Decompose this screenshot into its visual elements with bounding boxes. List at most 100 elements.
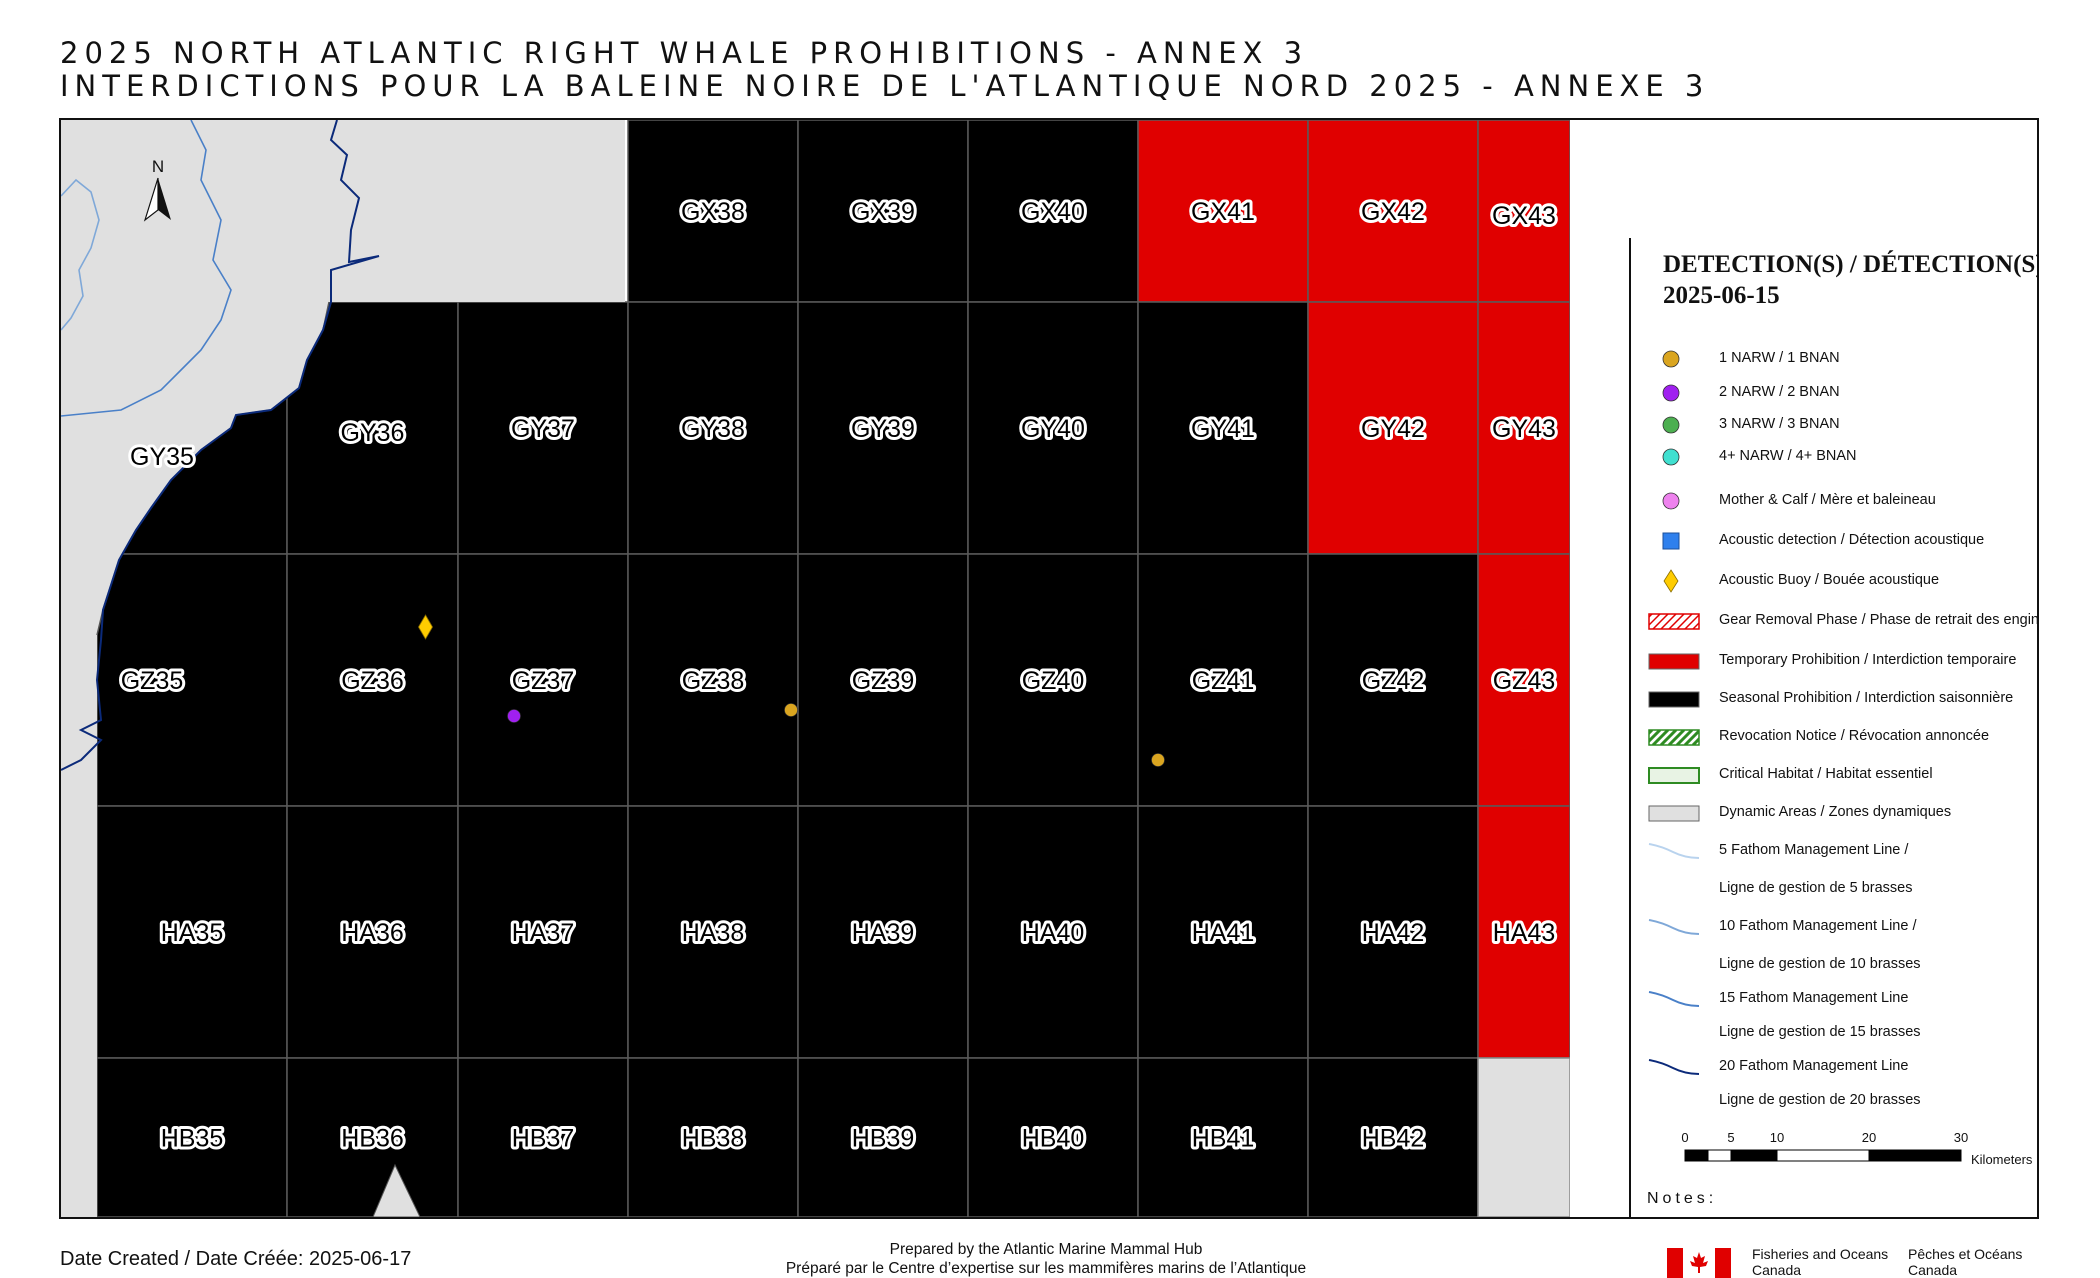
grid-label-gz35: GZ35 [121,667,184,695]
grid-cell-gx40[interactable] [967,120,1139,303]
detection-marker[interactable] [784,703,798,717]
grid-label-hb40: HB40 [1022,1125,1085,1153]
legend-item: 3 NARW / 3 BNAN [1631,412,2037,438]
legend-symbol-square [1662,532,1680,550]
grid-cell-gx42[interactable] [1307,120,1479,303]
grid-cell-ha40[interactable] [967,805,1139,1059]
grid-cell-gz43[interactable] [1477,553,1570,807]
grid-cell-hb35[interactable] [96,1057,288,1217]
legend-item-label: 10 Fathom Management Line / [1719,918,1917,934]
legend-item: Acoustic Buoy / Bouée acoustique [1631,568,2037,594]
legend-item-label: Ligne de gestion de 20 brasses [1719,1092,1921,1108]
grid-cell-gz35[interactable] [96,553,288,807]
scale-segment [1684,1149,1709,1162]
fathom-line-5 [61,178,100,331]
legend-symbol-circle [1662,492,1680,510]
grid-cell-gy39[interactable] [797,301,969,555]
grid-cell-hb42[interactable] [1307,1057,1479,1217]
grid-label-gy41: GY41 [1191,415,1255,443]
grid-label-gy39: GY39 [851,415,915,443]
coastline-layer [61,120,625,1217]
grid-cell-gz38[interactable] [627,553,799,807]
grid-cell-gy38[interactable] [627,301,799,555]
legend-item-label: Acoustic Buoy / Bouée acoustique [1719,572,1940,588]
detection-marker[interactable] [507,709,521,723]
grid-cell-hb43[interactable] [1477,1057,1570,1217]
legend-symbol-none [1647,1088,1707,1114]
grid-cell-gx38[interactable] [627,120,799,303]
scale-segment [1707,1149,1732,1162]
legend-item-label: Ligne de gestion de 5 brasses [1719,880,1913,896]
grid-cell-gy41[interactable] [1137,301,1309,555]
legend-item-label: Revocation Notice / Révocation annoncée [1719,728,1990,744]
grid-cell-gx39[interactable] [797,120,969,303]
legend-item: Ligne de gestion de 10 brasses [1631,952,2037,978]
grid-label-gz40: GZ40 [1022,667,1085,695]
legend-item-label: Dynamic Areas / Zones dynamiques [1719,804,1952,820]
legend-symbol-hatch-red [1648,613,1700,630]
grid-cell-hb41[interactable] [1137,1057,1309,1217]
grid-cell-gz39[interactable] [797,553,969,807]
grid-cell-gx41[interactable] [1137,120,1309,303]
legend-symbol-none [1647,876,1707,902]
legend-item-label: Mother & Calf / Mère et baleineau [1719,492,1936,508]
grid-cell-hb37[interactable] [457,1057,629,1217]
grid-label-hb36: HB36 [341,1125,404,1153]
grid-cell-ha38[interactable] [627,805,799,1059]
map-frame: GX38 GX39 GX40 GX41 GX42 GX43 GY35 GY36 GY37 GY38… [59,118,2039,1219]
grid-label-gx42: GX42 [1361,198,1425,226]
scale-tick-label: 30 [1954,1130,1968,1145]
grid-cell-hb38[interactable] [627,1057,799,1217]
canada-flag-icon [1667,1248,1731,1278]
grid-label-gz43: GZ43 [1493,667,1556,695]
grid-cell-ha37[interactable] [457,805,629,1059]
legend-item: 4+ NARW / 4+ BNAN [1631,444,2037,470]
grid-label-gz41: GZ41 [1192,667,1255,695]
prepared-by-french: Préparé par le Centre d’expertise sur le… [785,1260,1307,1277]
grid-label-hb39: HB39 [852,1125,915,1153]
legend-symbol-line [1648,843,1700,859]
grid-cell-gy37[interactable] [457,301,629,555]
grid-cell-gy43[interactable] [1477,301,1570,555]
legend-item: Gear Removal Phase / Phase de retrait de… [1631,608,2037,634]
acoustic-buoy-marker[interactable] [418,614,433,640]
grid-cell-gx43[interactable] [1477,120,1570,303]
date-created: Date Created / Date Créée: 2025-06-17 [60,1248,412,1270]
grid-cell-gy40[interactable] [967,301,1139,555]
detection-marker[interactable] [1151,753,1165,767]
scale-tick-label: 5 [1727,1130,1734,1145]
legend-symbol-fill [1648,691,1700,708]
grid-cell-ha35[interactable] [96,805,288,1059]
grid-cell-gz42[interactable] [1307,553,1479,807]
legend-item-label: 3 NARW / 3 BNAN [1719,416,1840,432]
land-area [61,120,625,1217]
grid-cell-hb39[interactable] [797,1057,969,1217]
grid-label-gx41: GX41 [1191,198,1255,226]
grid-label-gx38: GX38 [681,198,745,226]
legend-symbol-diamond [1663,569,1679,593]
legend-item: Mother & Calf / Mère et baleineau [1631,488,2037,514]
legend-item-label: 4+ NARW / 4+ BNAN [1719,448,1857,464]
grid-map[interactable]: GX38 GX39 GX40 GX41 GX42 GX43 GY35 GY36 GY37 GY38… [61,120,1570,1217]
grid-label-ha37: HA37 [512,919,575,947]
grid-label-hb38: HB38 [682,1125,745,1153]
map-title-french: INTERDICTIONS POUR LA BALEINE NOIRE DE L… [60,69,1710,103]
grid-cell-gy42[interactable] [1307,301,1479,555]
grid-label-gy37: GY37 [511,415,575,443]
fathom-line-20 [61,120,380,771]
grid-label-gy36: GY36 [341,419,405,447]
grid-cell-ha42[interactable] [1307,805,1479,1059]
grid-cell-gz41[interactable] [1137,553,1309,807]
legend-item: 15 Fathom Management Line [1631,986,2037,1012]
map-title-english: 2025 NORTH ATLANTIC RIGHT WHALE PROHIBIT… [60,36,1309,70]
prepared-by-english: Prepared by the Atlantic Marine Mammal H… [889,1241,1203,1258]
scale-tick-label: 0 [1681,1130,1688,1145]
legend-item-label: Critical Habitat / Habitat essentiel [1719,766,1933,782]
grid-cell-ha43[interactable] [1477,805,1570,1059]
legend-symbol-circle [1662,350,1680,368]
grid-label-hb37: HB37 [512,1125,575,1153]
grid-cell-ha41[interactable] [1137,805,1309,1059]
legend-symbol-none [1647,1020,1707,1046]
grid-cell-ha39[interactable] [797,805,969,1059]
grid-label-gz42: GZ42 [1362,667,1425,695]
